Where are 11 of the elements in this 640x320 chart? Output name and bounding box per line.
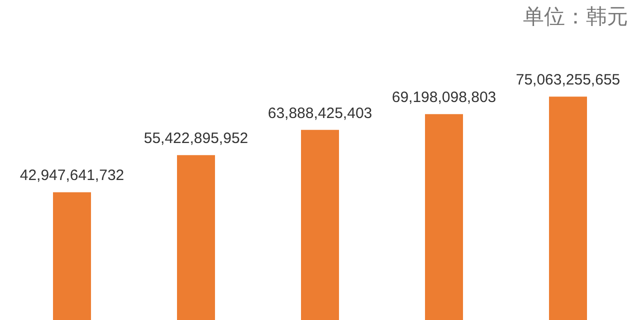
data-label: 69,198,098,803 (392, 89, 496, 106)
data-label: 63,888,425,403 (268, 104, 372, 122)
data-label: 75,063,255,655 (516, 72, 620, 89)
bar (53, 192, 91, 320)
bar (425, 114, 463, 320)
data-label: 55,422,895,952 (144, 130, 248, 148)
bar (177, 155, 215, 320)
text: 单位：韩元 (523, 4, 628, 28)
bar (549, 96, 587, 320)
bar (301, 130, 339, 320)
data-label: 42,947,641,732 (20, 167, 124, 184)
